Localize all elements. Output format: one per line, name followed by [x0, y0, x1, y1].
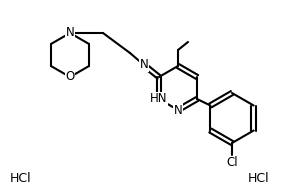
Text: N: N	[174, 103, 182, 117]
Text: Cl: Cl	[226, 157, 238, 169]
Text: N: N	[66, 26, 74, 40]
Text: HCl: HCl	[248, 172, 269, 185]
Text: HN: HN	[150, 92, 168, 106]
Text: N: N	[139, 58, 148, 71]
Text: HCl: HCl	[10, 172, 32, 185]
Text: O: O	[65, 70, 75, 84]
